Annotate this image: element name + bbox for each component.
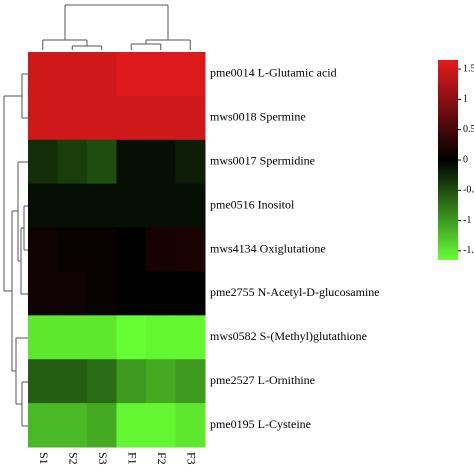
heatmap-cell xyxy=(146,52,176,97)
colorbar-tick-label: -0.5 xyxy=(463,185,474,196)
heatmap-cell xyxy=(87,359,117,404)
colorbar-tick-label: -1 xyxy=(463,215,471,226)
heatmap-cell xyxy=(146,95,176,141)
heatmap-cell xyxy=(87,315,117,360)
heatmap-cell xyxy=(57,95,88,141)
colorbar xyxy=(438,60,458,260)
heatmap-cell xyxy=(57,315,88,360)
row-label: mws4134 Oxiglutatione xyxy=(210,241,326,255)
heatmap-cell xyxy=(146,183,176,229)
heatmap-cell xyxy=(87,403,117,448)
heatmap-cell xyxy=(57,359,88,404)
heatmap-cell xyxy=(116,227,147,272)
column-label: S2 xyxy=(67,452,81,465)
heatmap-cell xyxy=(87,139,117,185)
column-dendrogram xyxy=(42,4,191,50)
heatmap-cell xyxy=(28,52,58,97)
heatmap-cell xyxy=(57,227,88,272)
heatmap-cell xyxy=(87,227,117,272)
heatmap-cell xyxy=(57,403,88,448)
colorbar-tick-label: -1.5 xyxy=(463,245,474,256)
heatmap-cell xyxy=(146,359,176,404)
colorbar-tick-label: 1 xyxy=(463,94,468,105)
colorbar-tick-label: 0.5 xyxy=(463,124,474,135)
heatmap-cell xyxy=(28,183,58,229)
heatmap-cell xyxy=(28,359,58,404)
heatmap-cell xyxy=(28,403,58,448)
heatmap-cell xyxy=(87,183,117,229)
heatmap-cell xyxy=(116,139,147,185)
heatmap-cell xyxy=(175,227,206,272)
heatmap-cell xyxy=(28,95,58,141)
heatmap-cell xyxy=(57,52,88,97)
heatmap-cell xyxy=(28,139,58,185)
heatmap-cell xyxy=(175,95,206,141)
row-label: pme2527 L-Ornithine xyxy=(210,373,315,387)
heatmap-cell xyxy=(28,315,58,360)
heatmap-cell xyxy=(57,271,88,316)
row-label: pme0516 Inositol xyxy=(210,197,295,211)
column-label: S1 xyxy=(37,452,51,465)
heatmap-cell xyxy=(146,139,176,185)
heatmap-cell xyxy=(87,271,117,316)
heatmap-cell xyxy=(175,139,206,185)
heatmap-cell xyxy=(146,403,176,448)
heatmap-cell xyxy=(116,52,147,97)
row-dendrogram xyxy=(3,73,28,427)
heatmap-cell xyxy=(116,271,147,316)
heatmap-cell xyxy=(87,95,117,141)
column-label: S3 xyxy=(96,452,110,465)
row-label: pme0014 L-Glutamic acid xyxy=(210,66,337,80)
row-label: pme0195 L-Cysteine xyxy=(210,417,311,431)
heatmap-cell xyxy=(175,315,206,360)
column-label: F3 xyxy=(185,452,199,465)
heatmap-cell xyxy=(57,139,88,185)
heatmap-cell xyxy=(175,271,206,316)
row-label: pme2755 N-Acetyl-D-glucosamine xyxy=(210,285,380,299)
colorbar-tick-label: 1.5 xyxy=(463,63,474,74)
heatmap-cell xyxy=(146,271,176,316)
heatmap-cell xyxy=(175,183,206,229)
heatmap-cell xyxy=(175,52,206,97)
heatmap-cell xyxy=(175,359,206,404)
heatmap-cell xyxy=(116,359,147,404)
heatmap-cell xyxy=(175,403,206,448)
heatmap-cell xyxy=(146,315,176,360)
row-label: mws0018 Spermine xyxy=(210,110,306,124)
heatmap-cell xyxy=(28,227,58,272)
heatmap-cell xyxy=(116,315,147,360)
heatmap-cell xyxy=(28,271,58,316)
colorbar-tick-label: 0 xyxy=(463,154,468,165)
heatmap-cell xyxy=(57,183,88,229)
column-label: F2 xyxy=(155,452,169,465)
heatmap-cell xyxy=(146,227,176,272)
heatmap-cell xyxy=(116,403,147,448)
heatmap-cell xyxy=(116,95,147,141)
heatmap xyxy=(28,52,206,448)
heatmap-cell xyxy=(116,183,147,229)
heatmap-cell xyxy=(87,52,117,97)
row-label: mws0582 S-(Methyl)glutathione xyxy=(210,329,367,343)
row-label: mws0017 Spermidine xyxy=(210,153,315,167)
column-label: F1 xyxy=(126,452,140,465)
